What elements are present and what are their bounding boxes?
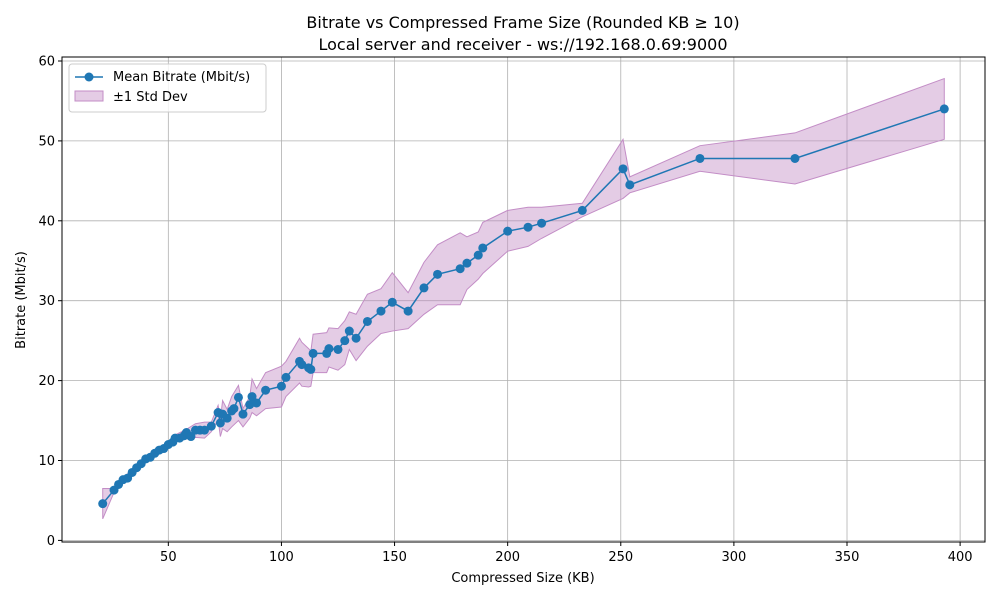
mean-bitrate-point <box>419 283 429 293</box>
mean-bitrate-point <box>790 153 800 163</box>
y-tick-label: 30 <box>38 294 55 309</box>
x-tick-label: 250 <box>608 550 633 565</box>
mean-bitrate-point <box>473 250 483 260</box>
mean-bitrate-point <box>503 226 513 236</box>
mean-bitrate-point <box>351 333 361 343</box>
mean-bitrate-point <box>222 413 232 423</box>
mean-bitrate-point <box>252 398 262 408</box>
mean-bitrate-point <box>403 306 413 316</box>
std-dev-area <box>102 77 945 520</box>
mean-bitrate-point <box>618 164 628 174</box>
mean-bitrate-point <box>577 205 587 215</box>
chart-title-line1: Bitrate vs Compressed Frame Size (Rounde… <box>306 13 739 32</box>
legend-mean-marker <box>84 72 94 82</box>
x-axis-label: Compressed Size (KB) <box>451 571 594 586</box>
x-tick-label: 350 <box>835 550 860 565</box>
legend: Mean Bitrate (Mbit/s) ±1 Std Dev <box>68 63 267 113</box>
mean-bitrate-point <box>333 344 343 354</box>
mean-bitrate-point <box>625 180 635 190</box>
mean-bitrate-point <box>523 222 533 232</box>
x-tick-label: 200 <box>495 550 520 565</box>
mean-bitrate-point <box>306 364 316 374</box>
mean-bitrate-point <box>340 336 350 346</box>
mean-bitrate-point <box>376 306 386 316</box>
legend-mean-label: Mean Bitrate (Mbit/s) <box>113 70 250 85</box>
mean-bitrate-point <box>433 269 443 279</box>
mean-bitrate-point <box>245 400 255 410</box>
mean-points <box>98 104 949 509</box>
mean-bitrate-point <box>387 297 397 307</box>
mean-bitrate-point <box>324 344 334 354</box>
x-tick-label: 50 <box>160 550 177 565</box>
mean-bitrate-point <box>200 425 210 435</box>
mean-bitrate-point <box>206 421 216 431</box>
mean-bitrate-point <box>362 316 372 326</box>
mean-bitrate-point <box>186 432 196 442</box>
legend-box <box>68 63 267 113</box>
x-tick-label: 400 <box>948 550 973 565</box>
mean-bitrate-point <box>344 326 354 336</box>
mean-bitrate-point <box>261 385 271 395</box>
mean-bitrate-point <box>281 372 291 382</box>
y-tick-label: 10 <box>38 454 55 469</box>
x-tick-label: 100 <box>269 550 294 565</box>
y-tick-label: 20 <box>38 374 55 389</box>
x-axis-ticks: 50 100 150 200 250 300 350 400 <box>160 542 973 565</box>
x-tick-label: 300 <box>721 550 746 565</box>
mean-bitrate-point <box>939 104 949 114</box>
mean-bitrate-point <box>478 243 488 253</box>
mean-bitrate-point <box>462 258 472 268</box>
chart-title-line2: Local server and receiver - ws://192.168… <box>318 35 727 54</box>
mean-bitrate-point <box>695 153 705 163</box>
mean-bitrate-point <box>247 392 257 402</box>
mean-bitrate-point <box>215 418 225 428</box>
x-tick-label: 150 <box>382 550 407 565</box>
y-axis-label: Bitrate (Mbit/s) <box>14 251 29 349</box>
y-tick-label: 40 <box>38 214 55 229</box>
mean-bitrate-point <box>238 409 248 419</box>
y-tick-label: 0 <box>47 534 55 549</box>
mean-bitrate-point <box>455 264 465 274</box>
legend-std-swatch <box>74 90 104 102</box>
legend-std-label: ±1 Std Dev <box>113 90 188 105</box>
y-tick-label: 60 <box>38 54 55 69</box>
std-dev-band <box>102 77 945 520</box>
plot-frame <box>61 56 986 543</box>
y-axis-ticks: 0 10 20 30 40 50 60 <box>38 54 62 549</box>
grid <box>62 57 985 542</box>
mean-bitrate-point <box>297 360 307 370</box>
mean-bitrate-point <box>98 499 108 509</box>
mean-bitrate-point <box>537 218 547 228</box>
mean-bitrate-point <box>229 404 239 414</box>
mean-bitrate-point <box>308 348 318 358</box>
mean-bitrate-point <box>233 392 243 402</box>
mean-bitrate-point <box>276 381 286 391</box>
y-tick-label: 50 <box>38 134 55 149</box>
